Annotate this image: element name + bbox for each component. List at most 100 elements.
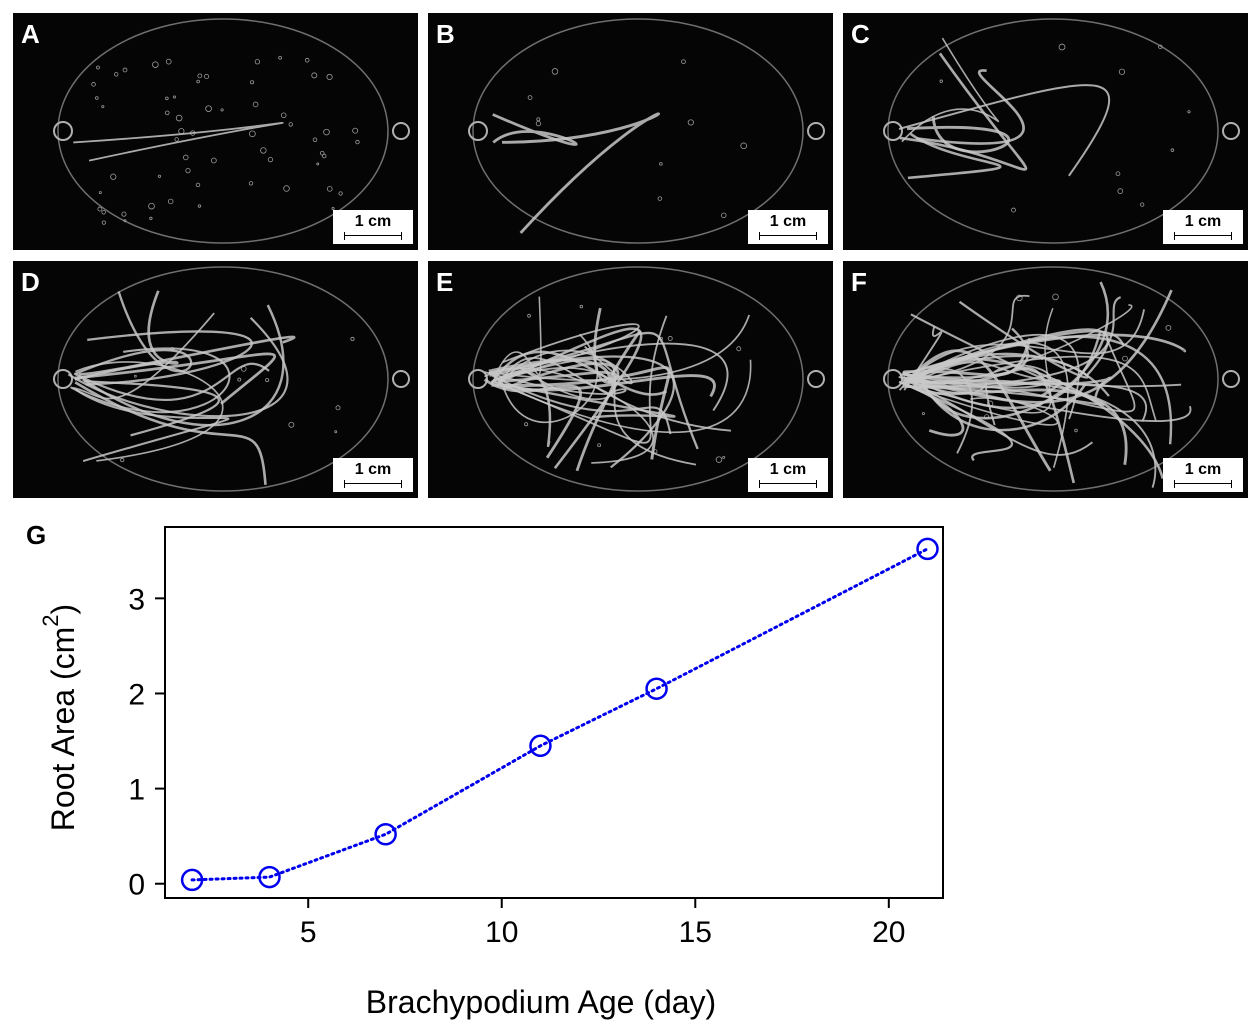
root-photo-a — [53, 18, 410, 244]
scale-bar-line — [1174, 480, 1232, 488]
bubble — [182, 154, 189, 161]
bubble — [535, 120, 542, 127]
dish-outline — [57, 266, 389, 492]
root-area-chart: 5 10 15 20 0 1 2 3 Brachypodium Age (day) Root Ar… — [38, 526, 944, 1020]
panel-letter: F — [851, 267, 867, 297]
root-strand — [483, 378, 582, 459]
root-strand — [484, 371, 627, 395]
bubble — [288, 421, 295, 428]
bubble — [722, 455, 726, 459]
bubble — [174, 137, 179, 142]
data-point — [374, 823, 397, 846]
bubble — [121, 211, 127, 217]
dish-outline — [472, 18, 804, 244]
panel-letter: C — [851, 19, 870, 49]
x-tick-label: 15 — [679, 916, 712, 949]
bubble — [260, 147, 267, 154]
bubble — [1158, 44, 1163, 50]
scale-bar-label: 1 cm — [1184, 213, 1222, 230]
y-tick-label: 3 — [128, 583, 145, 616]
bubble — [687, 119, 694, 126]
root-strand — [78, 335, 296, 376]
root-strand — [502, 112, 660, 234]
tube-port — [807, 370, 825, 388]
scale-bar-label: 1 cm — [354, 213, 392, 230]
x-tick-label: 20 — [872, 916, 905, 949]
data-point — [529, 734, 552, 758]
root-strand — [898, 84, 1110, 177]
bubble — [326, 73, 333, 81]
root-strand — [898, 309, 1145, 391]
bubble — [316, 162, 320, 166]
root-strand — [499, 382, 676, 419]
bubble — [101, 220, 106, 225]
bubble — [167, 198, 174, 205]
root-strand — [72, 312, 215, 400]
bubble — [355, 139, 360, 145]
bubble — [96, 65, 100, 70]
bubble — [91, 82, 96, 87]
root-strand — [498, 356, 732, 432]
x-tick-label: 5 — [300, 916, 317, 949]
root-strand — [903, 326, 943, 391]
scale-bar-label: 1 cm — [769, 213, 807, 230]
tube-port — [392, 370, 410, 388]
bubble — [551, 68, 559, 75]
bubble — [133, 374, 137, 378]
data-point — [180, 868, 204, 892]
bubble — [97, 206, 103, 212]
bubble — [197, 73, 203, 79]
bubble — [123, 219, 127, 223]
bubble — [659, 162, 663, 166]
data-point — [258, 865, 281, 889]
x-axis-label: Brachypodium Age (day) — [366, 984, 716, 1020]
bubble — [667, 336, 673, 341]
bubble — [527, 95, 533, 100]
bubble — [197, 204, 202, 208]
scale-bar: 1 cm — [333, 458, 413, 492]
x-tick-label: 10 — [485, 916, 518, 949]
photo-panel-e: E 1 cm — [428, 261, 833, 498]
bubble — [101, 210, 106, 215]
scale-bar-line — [759, 232, 817, 240]
bubble — [524, 422, 529, 427]
tube-port — [468, 369, 488, 389]
scale-bar-label: 1 cm — [769, 461, 807, 478]
bubble — [254, 59, 261, 65]
bubble — [536, 117, 541, 122]
bubble — [715, 456, 723, 463]
bubble — [319, 150, 325, 156]
bubble — [597, 443, 602, 448]
root-strand — [904, 337, 1032, 377]
bubble — [152, 61, 159, 68]
root-strand — [85, 330, 253, 386]
bubble — [681, 59, 686, 65]
bubble — [98, 191, 102, 195]
bubble — [1117, 188, 1124, 194]
bubble — [122, 67, 128, 73]
root-strand — [903, 328, 1110, 383]
scale-bar-label: 1 cm — [1184, 461, 1222, 478]
root-strand — [491, 374, 672, 435]
panel-letter-g: G — [26, 520, 47, 550]
bubble — [338, 191, 343, 196]
y-axis-label: Root Area (cm2) — [38, 604, 81, 831]
scale-bar: 1 cm — [748, 210, 828, 244]
scale-bar-line — [1174, 232, 1232, 240]
root-photo-e — [468, 266, 825, 492]
root-strand — [907, 116, 1010, 154]
bubble — [721, 212, 727, 219]
root-strand — [67, 317, 289, 418]
bubble — [1140, 202, 1145, 207]
scale-bar-label: 1 cm — [354, 461, 392, 478]
tube-port — [53, 121, 73, 141]
bubble — [326, 186, 333, 192]
root-strand — [70, 347, 231, 414]
scale-bar: 1 cm — [1163, 210, 1243, 244]
panel-letter: B — [436, 19, 455, 49]
bubble — [195, 182, 201, 188]
bubble — [249, 130, 256, 138]
bubble — [350, 336, 355, 342]
bubble — [204, 73, 210, 79]
panel-letter: E — [436, 267, 454, 297]
